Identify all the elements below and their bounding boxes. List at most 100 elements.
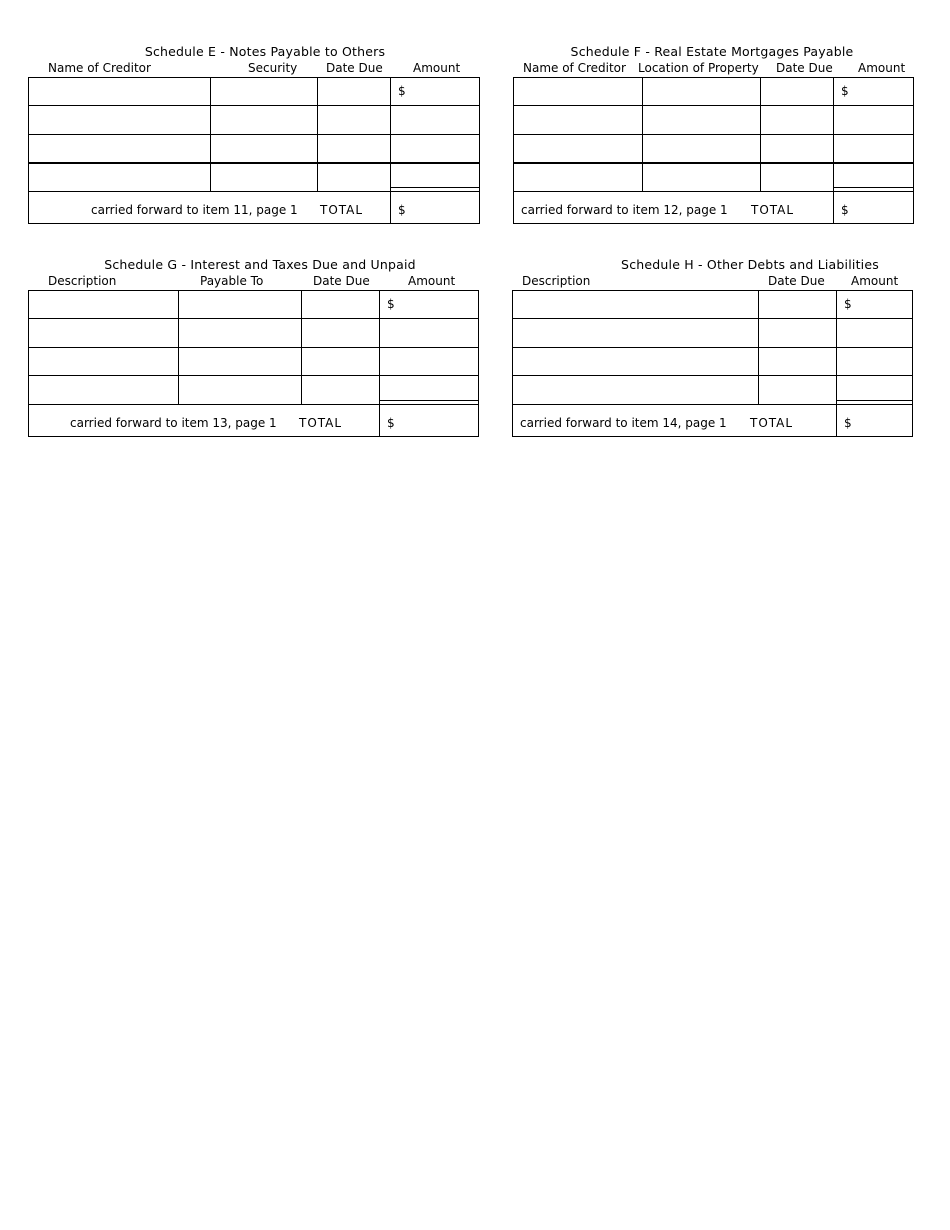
entry-cell[interactable]	[210, 77, 317, 105]
entry-cell[interactable]	[28, 375, 178, 404]
column-header: Date Due	[776, 61, 833, 75]
column-divider	[390, 77, 391, 224]
total-amount-field[interactable]	[379, 404, 479, 437]
column-header: Date Due	[768, 274, 825, 288]
schedule-h-title: Schedule H - Other Debts and Liabilities	[621, 257, 879, 272]
entry-cell[interactable]	[28, 134, 210, 162]
row-divider	[513, 191, 914, 192]
row-divider	[512, 375, 913, 376]
column-divider	[301, 290, 302, 404]
entry-cell[interactable]	[758, 375, 836, 404]
schedule-e-table	[28, 77, 480, 224]
column-divider	[833, 77, 834, 224]
column-header: Name of Creditor	[48, 61, 151, 75]
entry-cell[interactable]	[379, 318, 479, 347]
entry-cell[interactable]	[758, 318, 836, 347]
total-word: TOTAL	[751, 203, 795, 217]
total-double-rule	[379, 400, 479, 401]
total-amount-dollar-sign: $	[844, 416, 852, 430]
total-amount-field[interactable]	[390, 191, 480, 224]
entry-cell[interactable]	[28, 105, 210, 134]
column-header: Amount	[858, 61, 906, 75]
entry-cell[interactable]	[210, 105, 317, 134]
row-divider	[512, 347, 913, 348]
entry-cell[interactable]	[642, 105, 760, 134]
entry-cell[interactable]	[317, 105, 390, 134]
entry-cell[interactable]	[379, 347, 479, 375]
entry-cell[interactable]	[301, 318, 379, 347]
entry-cell[interactable]	[28, 77, 210, 105]
row-divider	[513, 162, 914, 164]
entry-cell[interactable]	[758, 290, 836, 318]
column-divider	[317, 77, 318, 191]
entry-cell[interactable]	[760, 162, 833, 191]
column-header: Date Due	[326, 61, 383, 75]
entry-cell[interactable]	[178, 318, 301, 347]
row-divider	[513, 134, 914, 135]
row-divider	[28, 347, 479, 348]
entry-cell[interactable]	[513, 77, 642, 105]
entry-cell[interactable]	[512, 290, 758, 318]
entry-cell[interactable]	[379, 375, 479, 404]
entry-cell[interactable]	[301, 375, 379, 404]
column-divider	[758, 290, 759, 404]
entry-cell[interactable]	[760, 134, 833, 162]
column-header: Description	[48, 274, 117, 288]
entry-cell[interactable]	[760, 105, 833, 134]
entry-cell[interactable]	[512, 318, 758, 347]
entry-cell[interactable]	[390, 134, 480, 162]
entry-cell[interactable]	[178, 375, 301, 404]
entry-cell[interactable]	[178, 347, 301, 375]
entry-cell[interactable]	[301, 347, 379, 375]
entry-cell[interactable]	[28, 290, 178, 318]
total-double-rule	[836, 400, 913, 401]
entry-cell[interactable]	[836, 347, 913, 375]
entry-cell[interactable]	[836, 318, 913, 347]
column-divider	[178, 290, 179, 404]
amount-dollar-sign: $	[387, 297, 395, 311]
column-divider	[760, 77, 761, 191]
entry-cell[interactable]	[760, 77, 833, 105]
entry-cell[interactable]	[210, 162, 317, 191]
total-word: TOTAL	[750, 416, 794, 430]
column-header: Security	[248, 61, 298, 75]
entry-cell[interactable]	[513, 162, 642, 191]
entry-cell[interactable]	[28, 162, 210, 191]
column-divider	[379, 290, 380, 437]
entry-cell[interactable]	[390, 162, 480, 191]
entry-cell[interactable]	[301, 290, 379, 318]
column-divider	[210, 77, 211, 191]
column-header: Description	[522, 274, 591, 288]
entry-cell[interactable]	[317, 77, 390, 105]
total-amount-field[interactable]	[833, 191, 914, 224]
entry-cell[interactable]	[833, 134, 914, 162]
row-divider	[512, 404, 913, 405]
total-double-rule	[833, 187, 914, 188]
entry-cell[interactable]	[390, 105, 480, 134]
column-divider	[836, 290, 837, 437]
column-header: Amount	[408, 274, 456, 288]
entry-cell[interactable]	[317, 162, 390, 191]
entry-cell[interactable]	[642, 77, 760, 105]
entry-cell[interactable]	[833, 162, 914, 191]
row-divider	[28, 318, 479, 319]
total-amount-field[interactable]	[836, 404, 913, 437]
entry-cell[interactable]	[178, 290, 301, 318]
entry-cell[interactable]	[642, 162, 760, 191]
entry-cell[interactable]	[758, 347, 836, 375]
entry-cell[interactable]	[28, 318, 178, 347]
entry-cell[interactable]	[642, 134, 760, 162]
row-divider	[28, 404, 479, 405]
entry-cell[interactable]	[513, 134, 642, 162]
entry-cell[interactable]	[28, 347, 178, 375]
total-amount-dollar-sign: $	[841, 203, 849, 217]
entry-cell[interactable]	[513, 105, 642, 134]
entry-cell[interactable]	[210, 134, 317, 162]
entry-cell[interactable]	[833, 105, 914, 134]
entry-cell[interactable]	[836, 375, 913, 404]
amount-dollar-sign: $	[841, 84, 849, 98]
entry-cell[interactable]	[317, 134, 390, 162]
total-amount-dollar-sign: $	[387, 416, 395, 430]
entry-cell[interactable]	[512, 375, 758, 404]
entry-cell[interactable]	[512, 347, 758, 375]
